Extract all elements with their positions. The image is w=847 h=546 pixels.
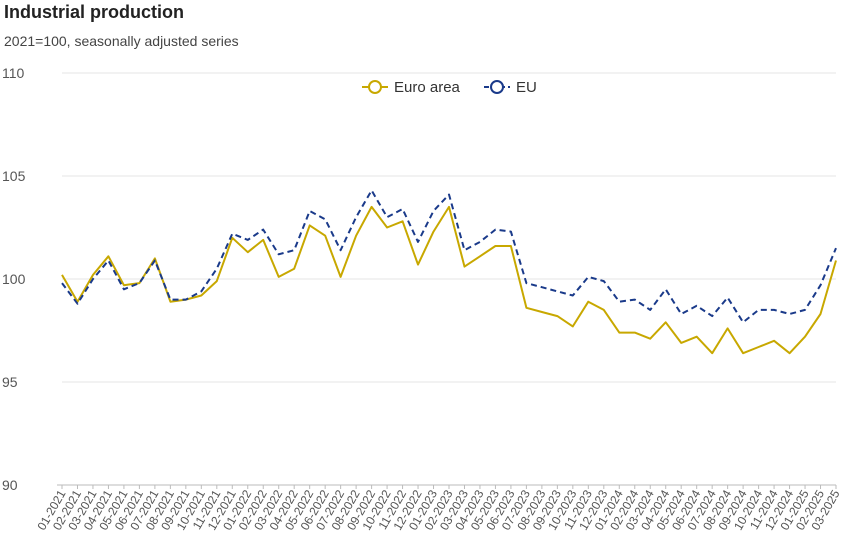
- chart-title: Industrial production: [4, 2, 184, 22]
- y-tick-label: 100: [2, 271, 26, 287]
- legend-label: Euro area: [394, 79, 461, 96]
- legend: Euro area EU: [362, 79, 537, 96]
- chart-subtitle: 2021=100, seasonally adjusted series: [4, 33, 239, 49]
- legend-marker: [490, 80, 504, 94]
- y-tick-label: 105: [2, 168, 26, 184]
- series-line-euro-area: [61, 205, 837, 355]
- series-group: [61, 189, 837, 355]
- y-tick-label: 90: [2, 477, 18, 493]
- legend-marker: [368, 80, 382, 94]
- legend-label: EU: [516, 79, 537, 96]
- gridlines: [62, 72, 836, 383]
- x-axis-ticks: 01-202102-202103-202104-202105-202106-20…: [34, 485, 843, 533]
- y-tick-label: 110: [2, 65, 25, 81]
- y-tick-label: 95: [2, 374, 18, 390]
- y-axis-ticks: 90 95 100 105 110: [2, 65, 26, 493]
- series-line-eu: [61, 189, 837, 324]
